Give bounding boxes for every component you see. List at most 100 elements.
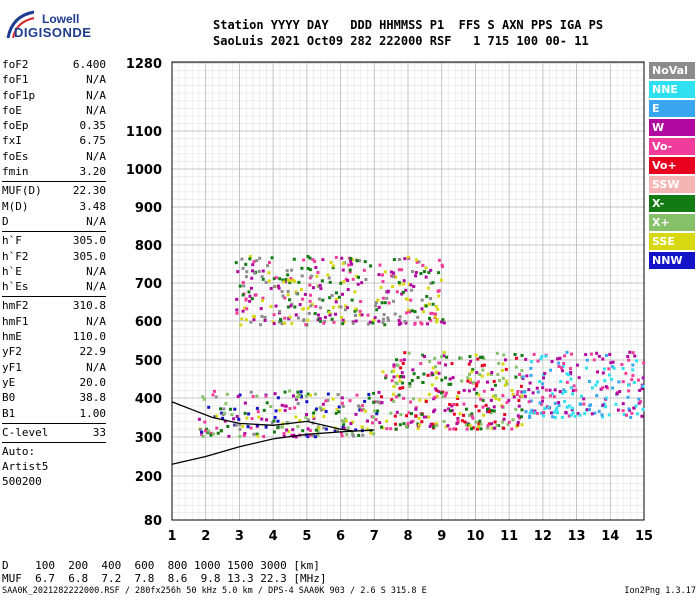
clevel-row: C-level 33: [2, 426, 106, 441]
echo-point: [257, 415, 261, 419]
echo-point: [472, 387, 476, 391]
echo-point: [351, 277, 355, 281]
echo-point: [567, 414, 571, 418]
echo-point: [558, 356, 562, 360]
echo-point: [579, 402, 583, 406]
echo-point: [592, 358, 596, 362]
echo-point: [500, 368, 504, 372]
legend-item-x-: X+: [649, 214, 695, 231]
echo-point: [419, 321, 423, 325]
echo-point: [533, 409, 537, 413]
echo-point: [469, 359, 473, 363]
echo-point: [421, 353, 425, 357]
echo-point: [280, 289, 284, 293]
echo-point: [399, 366, 403, 370]
distance-muf-table: D 100 200 400 600 800 1000 1500 3000 [km…: [2, 559, 327, 585]
echo-point: [348, 268, 352, 272]
echo-point: [442, 419, 446, 423]
echo-point: [340, 256, 344, 260]
echo-point: [556, 411, 560, 415]
echo-point: [321, 258, 325, 262]
echo-point: [433, 312, 437, 316]
echo-point: [429, 268, 433, 272]
echo-point: [296, 316, 300, 320]
param-name: foF1p: [2, 88, 36, 102]
echo-point: [333, 429, 337, 433]
echo-point: [343, 417, 347, 421]
echo-point: [331, 266, 335, 270]
echo-point: [316, 313, 320, 317]
echo-point: [278, 277, 282, 281]
echo-point: [397, 268, 401, 272]
echo-point: [372, 318, 376, 322]
echo-point: [527, 400, 531, 404]
auto-line: 500200: [2, 475, 42, 489]
echo-point: [393, 414, 397, 418]
echo-point: [299, 390, 303, 394]
echo-point: [513, 352, 517, 356]
echo-point: [308, 433, 312, 437]
echo-point: [588, 404, 592, 408]
echo-point: [221, 412, 225, 416]
echo-point: [386, 290, 390, 294]
echo-point: [243, 411, 247, 415]
echo-point: [381, 273, 385, 277]
x-tick-label: 1: [167, 529, 176, 544]
echo-point: [481, 368, 485, 372]
echo-point: [521, 376, 525, 380]
echo-point: [382, 313, 386, 317]
echo-point: [587, 408, 591, 412]
echo-point: [383, 323, 387, 327]
echo-point: [582, 402, 586, 406]
echo-point: [413, 322, 417, 326]
echo-point: [274, 276, 278, 280]
echo-point: [361, 404, 365, 408]
echo-point: [372, 391, 376, 395]
echo-point: [358, 259, 362, 263]
echo-point: [525, 374, 529, 378]
echo-point: [476, 427, 480, 431]
echo-point: [385, 296, 389, 300]
echo-point: [427, 392, 431, 396]
echo-point: [541, 376, 545, 380]
echo-point: [532, 352, 536, 356]
legend-item-w: W: [649, 119, 695, 136]
echo-point: [434, 365, 438, 369]
echo-point: [435, 394, 439, 398]
echo-point: [597, 409, 601, 413]
echo-point: [207, 429, 211, 433]
echo-point: [495, 351, 499, 355]
echo-point: [429, 422, 433, 426]
echo-point: [334, 291, 338, 295]
auto-line: Artist5: [2, 460, 49, 474]
echo-point: [361, 433, 365, 437]
echo-point: [411, 419, 415, 423]
echo-point: [265, 401, 269, 405]
echo-point: [441, 318, 445, 322]
echo-point: [263, 315, 267, 319]
echo-point: [640, 414, 644, 418]
echo-point: [374, 418, 378, 422]
echo-point: [267, 261, 271, 265]
echo-point: [557, 401, 561, 405]
echo-point: [206, 431, 210, 435]
echo-point: [565, 380, 569, 384]
echo-point: [501, 420, 505, 424]
echo-point: [304, 323, 308, 327]
echo-point: [426, 286, 430, 290]
echo-point: [394, 395, 398, 399]
legend-item-e: E: [649, 100, 695, 117]
echo-point: [319, 287, 323, 291]
echo-point: [493, 420, 497, 424]
echo-point: [272, 313, 276, 317]
echo-point: [436, 307, 440, 311]
echo-point: [283, 408, 287, 412]
echo-point: [437, 371, 441, 375]
echo-point: [415, 258, 419, 262]
echo-point: [340, 292, 344, 296]
echo-point: [284, 277, 288, 281]
echo-point: [214, 395, 218, 399]
echo-point: [561, 369, 565, 373]
echo-point: [392, 369, 396, 373]
echo-point: [610, 377, 614, 381]
